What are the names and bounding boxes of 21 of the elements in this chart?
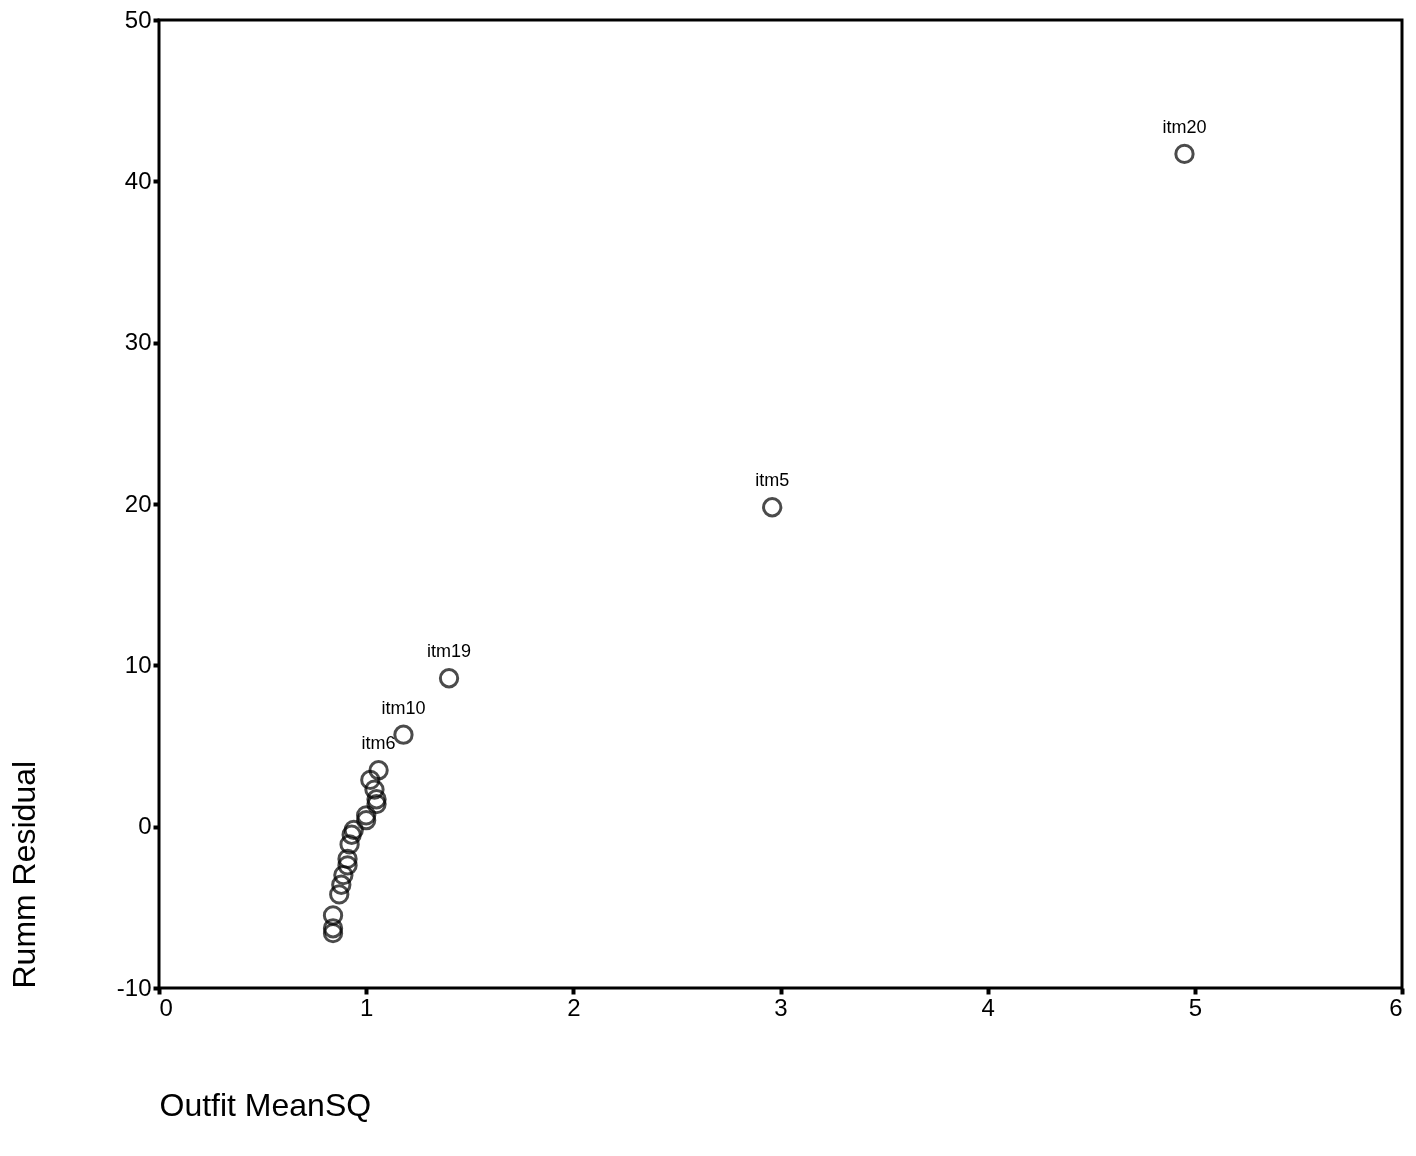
annotation: itm20 — [1162, 116, 1207, 137]
y-tick-label: 50 — [124, 5, 152, 33]
y-tick-label: 0 — [138, 812, 152, 840]
y-tick-label: -10 — [116, 973, 152, 1001]
annotation: itm6 — [361, 733, 396, 754]
x-tick-label: 5 — [1188, 993, 1203, 1021]
y-tick-label: 20 — [124, 489, 152, 517]
x-tick-label: 2 — [567, 993, 581, 1021]
annotation: itm19 — [427, 641, 472, 662]
x-tick-label: 3 — [774, 993, 788, 1021]
annotation: itm5 — [755, 470, 790, 491]
x-tick-label: 0 — [159, 993, 173, 1021]
x-tick-label: 6 — [1389, 993, 1403, 1021]
y-tick-label: 10 — [124, 650, 152, 678]
y-tick-label: 40 — [124, 166, 152, 194]
y-axis-title: Rumm Residual — [5, 760, 42, 989]
x-axis-title: Outfit MeanSQ — [159, 1086, 372, 1123]
x-tick-label: 4 — [981, 993, 995, 1021]
y-tick-label: 30 — [124, 328, 152, 356]
annotation: itm10 — [381, 697, 426, 718]
x-tick-label: 1 — [359, 993, 374, 1021]
